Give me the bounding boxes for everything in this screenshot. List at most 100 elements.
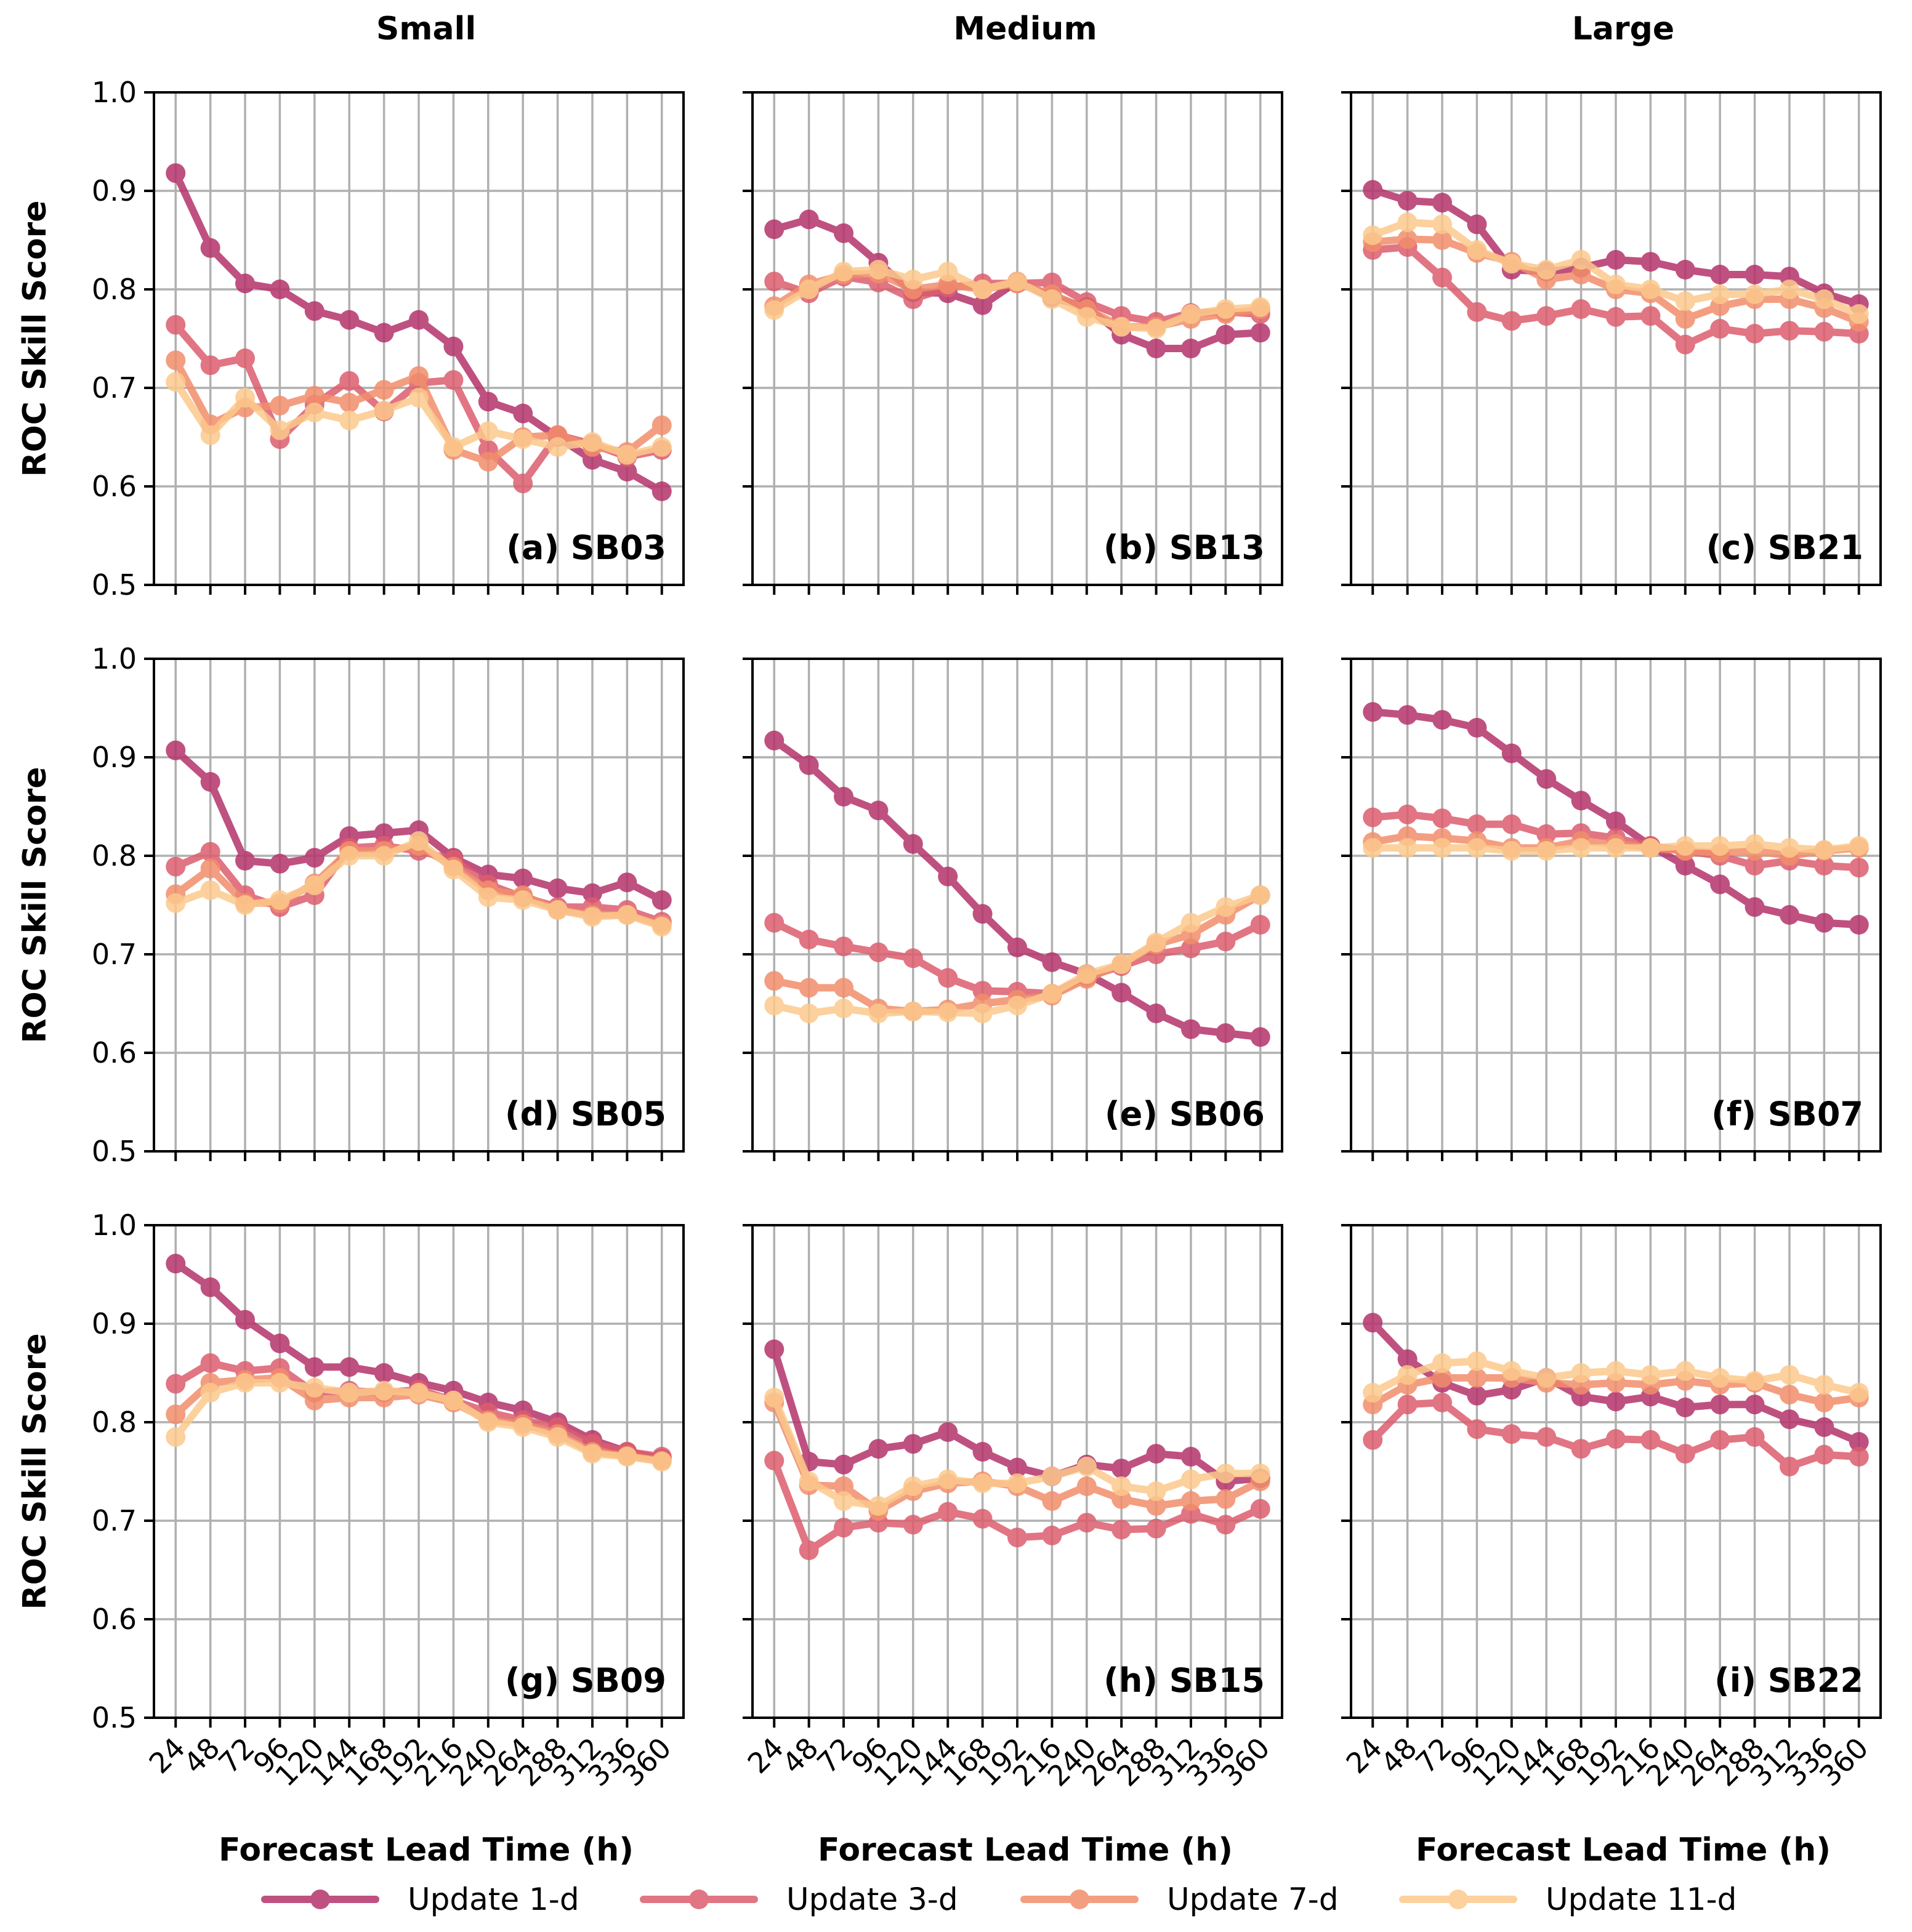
data-point	[764, 1388, 785, 1407]
y-axis-label-row-2: ROC Skill Score	[17, 767, 54, 1043]
data-point	[834, 936, 854, 957]
data-point	[1250, 297, 1270, 317]
panel-6: (f) SB07	[1341, 658, 1882, 1161]
data-point	[764, 272, 785, 292]
data-point	[200, 238, 220, 258]
data-point	[1640, 838, 1661, 858]
data-point	[166, 315, 186, 335]
series-4	[1363, 212, 1869, 324]
data-point	[443, 370, 464, 390]
data-point	[1432, 214, 1453, 235]
data-point	[339, 410, 360, 430]
series-1	[166, 163, 672, 501]
data-point	[200, 880, 220, 900]
data-point	[478, 392, 498, 412]
data-point	[1146, 1444, 1166, 1464]
panel-4: 0.5 0.6 0.7 0.8 0.9 1.0 (d) SB05	[92, 642, 685, 1168]
data-point	[834, 223, 854, 243]
data-point	[799, 930, 819, 949]
data-point	[764, 996, 785, 1016]
data-point	[1501, 311, 1522, 331]
panel-label: (h) SB15	[1103, 1661, 1265, 1700]
data-point	[1640, 306, 1661, 326]
data-point	[304, 385, 325, 406]
data-point	[1849, 836, 1869, 856]
data-point	[1467, 1368, 1487, 1388]
data-point	[1146, 1481, 1166, 1501]
data-point	[1250, 323, 1270, 343]
data-point	[513, 473, 533, 494]
data-point	[1397, 804, 1418, 824]
data-point	[651, 917, 672, 937]
data-point	[651, 481, 672, 501]
data-point	[443, 437, 464, 457]
y-tick-label: 1.0	[92, 1209, 137, 1242]
data-point	[166, 856, 186, 877]
data-point	[1363, 807, 1383, 827]
legend-marker	[689, 1890, 709, 1909]
data-point	[1076, 1457, 1097, 1476]
data-point	[1432, 1393, 1453, 1412]
data-point	[1536, 824, 1557, 844]
data-point	[1849, 1447, 1869, 1467]
data-point	[443, 859, 464, 880]
data-point	[1397, 1349, 1418, 1369]
data-point	[304, 848, 325, 868]
column-title-medium: Medium	[953, 10, 1097, 47]
data-point	[1814, 1417, 1834, 1437]
data-point	[1363, 1313, 1383, 1333]
data-point	[1710, 284, 1730, 304]
panel-label: (e) SB06	[1105, 1095, 1265, 1133]
data-point	[764, 1451, 785, 1471]
data-point	[1571, 1439, 1591, 1459]
data-point	[1745, 1371, 1765, 1391]
data-point	[868, 260, 889, 280]
data-point	[938, 1422, 958, 1442]
data-point	[617, 1447, 637, 1467]
data-point	[166, 1374, 186, 1394]
data-point	[1849, 858, 1869, 878]
data-point	[1606, 1391, 1626, 1412]
data-point	[1467, 1385, 1487, 1406]
data-point	[304, 1357, 325, 1377]
data-point	[1397, 229, 1418, 249]
data-point	[1042, 984, 1062, 1004]
data-point	[972, 1508, 993, 1529]
data-point	[582, 432, 602, 452]
panel-label: (g) SB09	[505, 1661, 666, 1700]
data-point	[1710, 1430, 1730, 1450]
panel-8: 2448729612014416819221624026428831233636…	[741, 1224, 1283, 1793]
data-point	[651, 890, 672, 910]
data-point	[478, 887, 498, 908]
data-point	[1501, 814, 1522, 834]
data-point	[200, 842, 220, 862]
series-1	[1363, 702, 1869, 935]
data-point	[1180, 1447, 1201, 1467]
data-point	[1501, 1361, 1522, 1381]
data-point	[1432, 267, 1453, 288]
data-point	[513, 890, 533, 910]
data-point	[1216, 299, 1236, 319]
series-4	[764, 1388, 1270, 1516]
data-point	[868, 1439, 889, 1459]
panel-label: (i) SB22	[1714, 1661, 1863, 1700]
data-point	[443, 1390, 464, 1411]
data-point	[200, 1353, 220, 1373]
data-point	[547, 900, 568, 920]
data-point	[617, 905, 637, 925]
data-point	[1779, 321, 1799, 341]
data-point	[1814, 840, 1834, 860]
data-point	[1536, 306, 1557, 326]
data-point	[1250, 1463, 1270, 1484]
data-point	[868, 800, 889, 821]
series-1	[1363, 180, 1869, 314]
x-axis-label-medium: Forecast Lead Time (h)	[818, 1832, 1233, 1869]
data-point	[1042, 289, 1062, 309]
data-point	[1675, 1444, 1695, 1464]
data-point	[409, 310, 429, 330]
data-point	[200, 772, 220, 792]
legend-item-2	[640, 1890, 758, 1909]
data-point	[235, 851, 256, 871]
series-4	[166, 372, 672, 465]
data-point	[547, 878, 568, 898]
